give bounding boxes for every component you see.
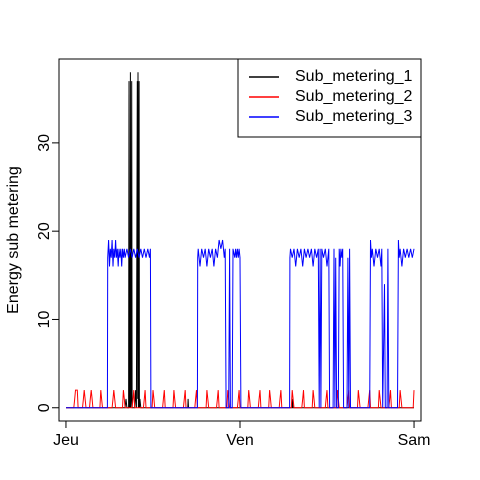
series-lines [66, 72, 415, 409]
y-tick-label: 10 [36, 310, 53, 328]
legend-label: Sub_metering_2 [295, 88, 413, 105]
series-line-sub-metering-1 [66, 72, 414, 409]
y-tick-label: 0 [36, 403, 53, 412]
x-axis: Jeu Ven Sam [53, 420, 431, 449]
y-axis-title: Energy sub metering [5, 166, 22, 314]
y-tick-label: 20 [36, 222, 53, 240]
y-axis: 0 10 20 30 [36, 134, 60, 412]
series-line-sub-metering-3 [66, 239, 415, 409]
legend-box [237, 58, 422, 138]
legend-label: Sub_metering_3 [295, 108, 413, 125]
legend-label: Sub_metering_1 [295, 68, 413, 85]
x-tick-label: Sam [398, 432, 431, 449]
x-tick-label: Jeu [53, 432, 79, 449]
legend: Sub_metering_1 Sub_metering_2 Sub_metering… [237, 58, 422, 138]
x-tick-label: Ven [226, 432, 254, 449]
y-tick-label: 30 [36, 134, 53, 152]
